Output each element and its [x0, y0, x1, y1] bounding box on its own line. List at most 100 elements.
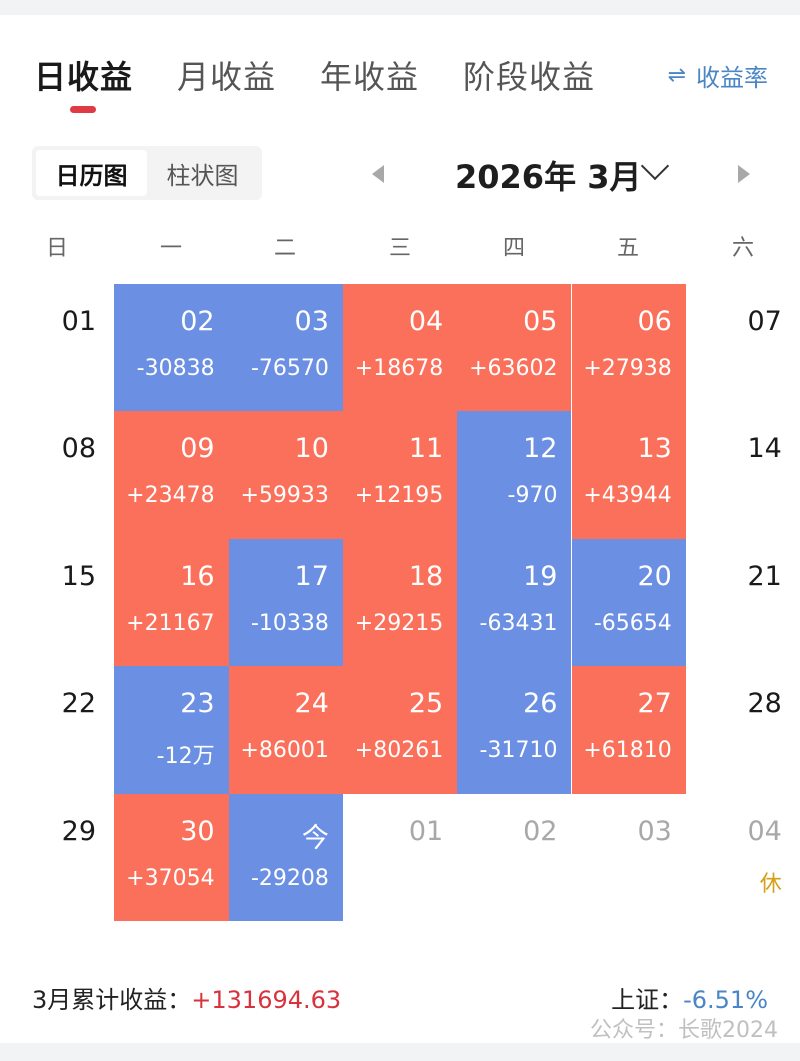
calendar-view-button[interactable]: 日历图	[36, 150, 147, 196]
day-number: 02	[180, 306, 215, 337]
bar-chart-view-button[interactable]: 柱状图	[166, 161, 239, 190]
calendar-day-cell[interactable]: 24 +86001	[228, 666, 343, 794]
calendar-day-cell[interactable]: 12 -970	[457, 411, 572, 539]
day-number: 05	[523, 306, 558, 337]
calendar-day-empty: 28	[686, 666, 800, 793]
day-profit-value: +18678	[354, 356, 444, 381]
calendar-day-cell[interactable]: 04 +18678	[342, 284, 458, 412]
day-profit-value: +29215	[354, 610, 444, 636]
calendar-day-cell[interactable]: 09 +23478	[114, 411, 229, 539]
calendar-day-empty: 07	[686, 284, 800, 411]
tab-yearly-profit[interactable]: 年收益	[320, 58, 420, 96]
day-profit-value: +37054	[126, 865, 215, 891]
calendar-day-cell[interactable]: 30 +37054	[114, 793, 229, 921]
weekday-sun: 日	[45, 236, 68, 261]
day-profit-value: +27938	[583, 356, 672, 381]
chevron-down-icon[interactable]	[640, 151, 670, 181]
calendar-day-cell[interactable]: 19 -63431	[457, 538, 572, 667]
day-number: 19	[523, 560, 558, 592]
tab-monthly-profit[interactable]: 月收益	[177, 58, 277, 96]
weekday-sat: 六	[731, 236, 754, 261]
calendar-day-empty: 22	[0, 666, 114, 793]
day-number: 14	[747, 433, 782, 465]
tab-period-profit[interactable]: 阶段收益	[463, 58, 596, 96]
day-number: 15	[61, 560, 96, 592]
day-profit-value: -76570	[250, 356, 329, 381]
calendar-day-empty: 15	[0, 539, 114, 666]
calendar-day-cell[interactable]: 26 -31710	[457, 666, 572, 794]
day-number: 10	[294, 433, 329, 465]
weekday-tue: 二	[273, 236, 296, 261]
profit-rate-toggle[interactable]: ⇌ 收益率	[668, 58, 768, 93]
watermark: 公众号：长歌2024	[590, 1018, 778, 1043]
day-profit-value: -63431	[479, 610, 558, 636]
weekday-thu: 四	[502, 236, 525, 261]
next-month-icon[interactable]	[738, 165, 750, 183]
day-profit-value: +80261	[354, 738, 444, 764]
calendar-day-cell[interactable]: 10 +59933	[228, 411, 343, 539]
calendar-day-cell[interactable]: 23 -12万	[114, 666, 229, 794]
day-number: 04	[408, 306, 444, 337]
calendar-day-empty: 29	[0, 794, 114, 921]
prev-month-icon[interactable]	[372, 165, 384, 183]
day-number: 01	[61, 306, 96, 337]
calendar-day-cell[interactable]: 20 -65654	[571, 538, 686, 667]
day-number: 16	[180, 560, 215, 592]
view-switch: 日历图 柱状图	[32, 146, 262, 200]
day-number: 17	[294, 560, 329, 592]
calendar-day-cell[interactable]: 13 +43944	[571, 411, 686, 539]
day-number: 18	[408, 560, 444, 592]
weekday-wed: 三	[388, 236, 411, 261]
day-number: 04	[747, 815, 782, 847]
weekday-mon: 一	[159, 236, 182, 261]
day-number: 29	[61, 815, 96, 847]
calendar-day-cell[interactable]: 25 +80261	[342, 666, 458, 794]
monthly-summary-label: 3月累计收益：	[32, 986, 192, 1014]
calendar-day-cell[interactable]: 05 +63602	[457, 284, 572, 412]
day-number: 01	[408, 815, 444, 847]
active-tab-indicator	[70, 106, 96, 113]
monthly-summary-value: +131694.63	[191, 986, 342, 1014]
calendar-day-cell[interactable]: 18 +29215	[342, 538, 458, 667]
calendar-day-cell[interactable]: 27 +61810	[571, 666, 686, 794]
calendar-day-cell[interactable]: 03 -76570	[228, 284, 343, 412]
month-navigator: 2026年 3月	[360, 148, 760, 200]
day-number: 11	[408, 433, 444, 465]
calendar-day-cell[interactable]: 16 +21167	[114, 538, 229, 667]
day-number: 07	[747, 306, 782, 337]
calendar-day-empty: 08	[0, 411, 114, 538]
index-label: 上证：	[611, 986, 684, 1014]
day-profit-value: -31710	[479, 738, 558, 764]
day-profit-value: -970	[507, 483, 558, 509]
day-profit-value: -29208	[250, 865, 329, 891]
day-number: 今	[301, 822, 329, 854]
day-number: 09	[180, 433, 215, 465]
day-number: 28	[747, 688, 782, 720]
tab-daily-profit[interactable]: 日收益	[34, 58, 134, 96]
day-number: 27	[637, 688, 672, 720]
day-number: 22	[61, 688, 96, 720]
day-number: 30	[180, 815, 215, 847]
day-profit-value: +86001	[240, 738, 329, 764]
day-profit-value: -30838	[136, 356, 215, 381]
day-profit-value: +23478	[126, 483, 215, 509]
calendar-day-empty: 14	[686, 411, 800, 538]
day-profit-value: +61810	[583, 738, 672, 764]
index-summary: 上证：-6.51%	[611, 980, 768, 1015]
day-profit-value: +43944	[583, 483, 672, 509]
day-profit-value: -12万	[156, 744, 215, 770]
day-profit-value: -10338	[250, 610, 329, 636]
weekday-fri: 五	[616, 236, 639, 261]
day-number: 08	[61, 433, 96, 465]
day-profit-value: +63602	[469, 356, 558, 381]
calendar-day-cell[interactable]: 今 -29208	[228, 793, 343, 921]
index-value: -6.51%	[683, 986, 768, 1014]
day-profit-value: +59933	[240, 483, 329, 509]
calendar-day-cell[interactable]: 06 +27938	[571, 284, 686, 412]
day-number: 03	[637, 815, 672, 847]
month-label[interactable]: 2026年 3月	[455, 158, 642, 196]
calendar-day-cell[interactable]: 17 -10338	[228, 538, 343, 667]
calendar-day-cell[interactable]: 11 +12195	[342, 411, 458, 539]
calendar-day-cell[interactable]: 02 -30838	[114, 284, 229, 412]
profit-rate-label: 收益率	[696, 64, 768, 92]
